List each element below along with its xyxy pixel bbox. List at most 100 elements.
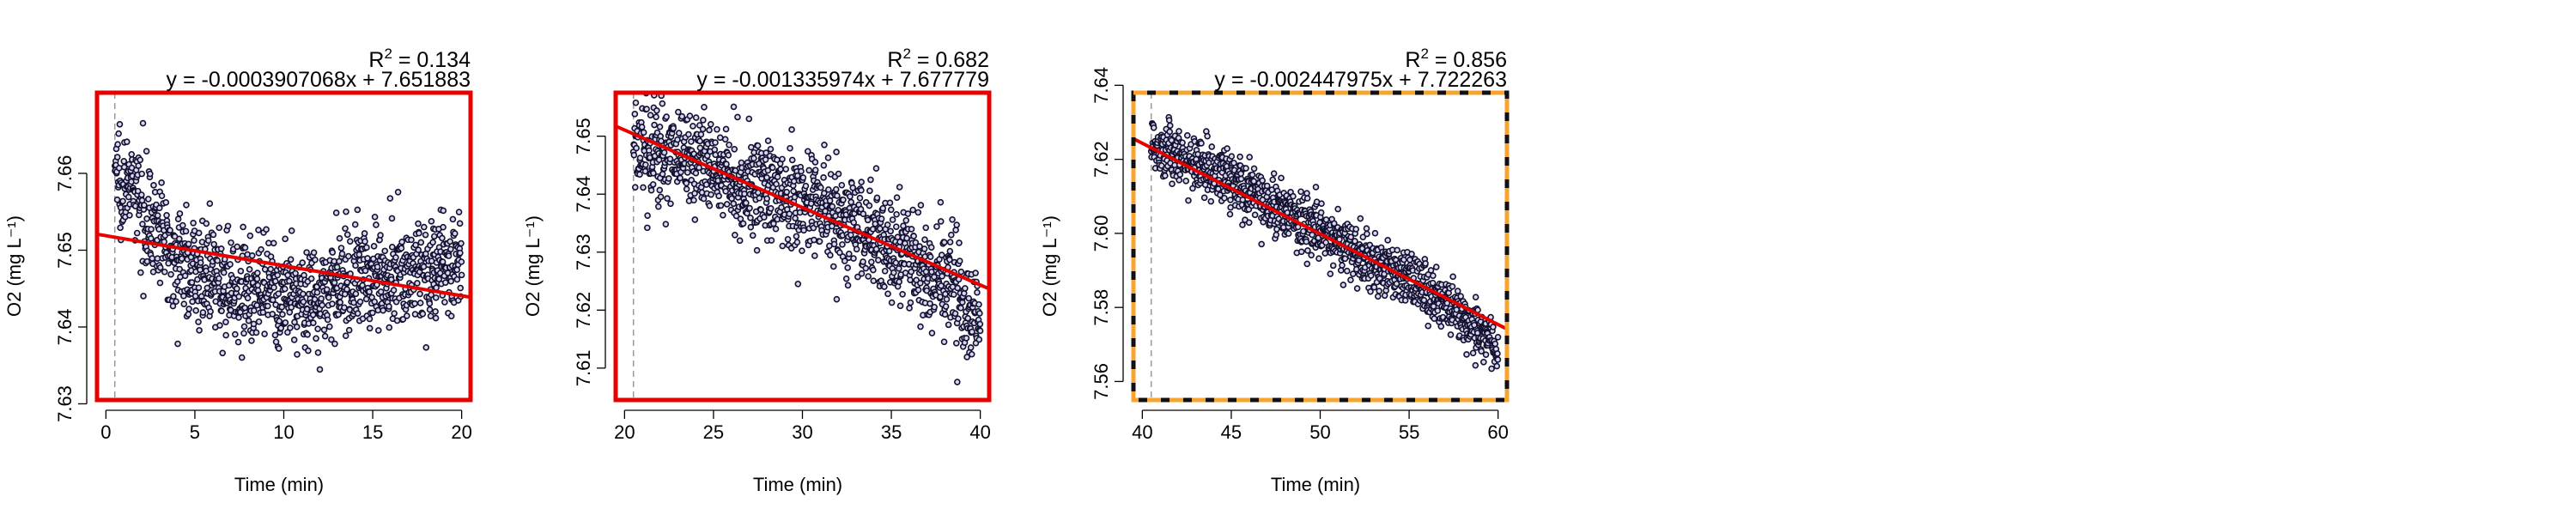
data-point	[1329, 262, 1337, 270]
data-point	[282, 235, 289, 243]
data-point	[1227, 197, 1234, 203]
data-point	[1367, 288, 1374, 295]
data-point	[125, 193, 132, 201]
data-point	[900, 222, 907, 230]
data-point	[657, 193, 665, 201]
data-point	[174, 340, 181, 348]
data-point	[1273, 231, 1280, 239]
data-point	[726, 141, 732, 148]
data-point	[320, 326, 328, 334]
data-point	[264, 302, 271, 310]
data-point	[422, 344, 430, 351]
data-point	[115, 165, 123, 172]
data-point	[217, 245, 225, 252]
data-point	[216, 275, 222, 282]
data-point	[865, 273, 872, 280]
data-point	[325, 294, 332, 301]
data-point	[757, 206, 764, 214]
data-point	[377, 288, 385, 295]
data-point	[706, 126, 713, 134]
data-point	[1246, 154, 1253, 161]
y-tick-label: 7.66	[54, 155, 76, 192]
data-point	[821, 141, 828, 148]
data-point	[1434, 307, 1442, 314]
data-point	[778, 203, 785, 211]
data-point	[1472, 294, 1479, 300]
data-point	[143, 148, 150, 155]
data-point	[976, 320, 984, 328]
data-point	[692, 169, 700, 177]
data-point	[638, 124, 646, 130]
data-point	[889, 216, 896, 223]
data-point	[1349, 270, 1357, 277]
data-point	[287, 324, 294, 331]
data-point	[640, 184, 647, 191]
panel-2-y-axis-label: O2 (mg L⁻¹)	[522, 215, 544, 317]
x-tick-label: 15	[362, 421, 383, 443]
data-point	[156, 264, 164, 271]
data-point	[656, 186, 664, 194]
data-point	[699, 125, 707, 133]
data-point	[1463, 351, 1470, 358]
data-point	[711, 146, 719, 154]
data-point	[835, 170, 842, 178]
data-point	[173, 278, 181, 285]
data-point	[323, 286, 331, 294]
data-point	[893, 194, 901, 202]
data-point	[683, 169, 691, 176]
data-point	[310, 249, 318, 257]
data-point	[1352, 226, 1360, 233]
data-point	[255, 318, 263, 325]
data-point	[422, 231, 429, 239]
data-point	[178, 255, 185, 263]
data-point	[304, 330, 311, 338]
data-point	[333, 264, 341, 271]
data-point	[675, 108, 682, 116]
data-point	[653, 113, 659, 121]
data-point	[912, 239, 920, 246]
data-point	[937, 198, 945, 206]
data-point	[381, 247, 389, 255]
data-point	[439, 234, 446, 242]
data-point	[888, 299, 896, 306]
data-point	[1334, 205, 1341, 213]
data-point	[858, 179, 865, 185]
data-point	[957, 304, 964, 312]
data-point	[647, 186, 655, 194]
data-point	[329, 300, 336, 307]
data-point	[1315, 255, 1322, 263]
data-point	[269, 311, 276, 318]
data-point	[772, 225, 780, 233]
y-tick-label: 7.56	[1091, 363, 1112, 400]
data-point	[688, 138, 695, 145]
data-point	[1208, 143, 1216, 150]
data-point	[745, 115, 753, 123]
data-point	[134, 187, 142, 195]
data-point	[305, 347, 312, 354]
data-point	[746, 204, 753, 212]
data-point	[133, 229, 141, 237]
data-point	[380, 306, 386, 314]
data-point	[768, 237, 775, 244]
data-point	[1363, 225, 1370, 233]
data-point	[272, 277, 279, 285]
data-point	[920, 245, 928, 252]
data-point	[656, 123, 664, 130]
data-point	[162, 199, 170, 206]
data-point	[634, 79, 639, 84]
data-point	[1228, 153, 1236, 161]
panel-2-equation: y = -0.001335974x + 7.677779	[696, 68, 989, 92]
panel-1-y-axis: 7.63 7.64 7.65 7.66	[54, 155, 88, 422]
data-point	[1297, 248, 1305, 256]
data-point	[1492, 340, 1499, 348]
data-point	[120, 158, 128, 165]
data-point	[441, 299, 448, 306]
data-point	[1494, 333, 1502, 341]
data-point	[887, 206, 895, 214]
data-point	[138, 170, 145, 178]
data-point	[354, 310, 361, 317]
data-point	[238, 354, 246, 361]
data-point	[878, 215, 885, 222]
data-point	[1169, 180, 1176, 187]
